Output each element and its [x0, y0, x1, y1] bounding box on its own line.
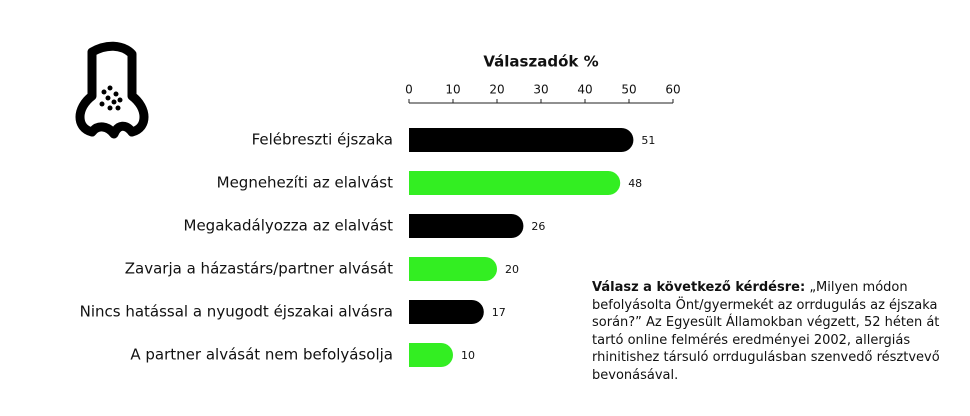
bar — [409, 128, 634, 152]
category-label: Felébreszti éjszaka — [252, 131, 393, 149]
value-label: 51 — [641, 134, 655, 147]
annotation: Válasz a következő kérdésre: „Milyen mód… — [592, 279, 952, 384]
bar — [409, 171, 621, 195]
bar — [409, 343, 453, 367]
bar — [409, 214, 524, 238]
x-tick-label: 60 — [665, 83, 680, 97]
bar — [409, 257, 497, 281]
value-label: 10 — [461, 349, 475, 362]
x-tick-label: 30 — [533, 83, 548, 97]
value-label: 20 — [505, 263, 519, 276]
value-label: 48 — [628, 177, 642, 190]
x-tick-label: 40 — [577, 83, 592, 97]
x-tick-label: 20 — [489, 83, 504, 97]
nose-icon — [75, 41, 149, 139]
axis-title: Válaszadók % — [483, 53, 598, 71]
x-tick-label: 10 — [445, 83, 460, 97]
category-label: Megakadályozza az elalvást — [184, 217, 394, 235]
category-label: Zavarja a házastárs/partner alvását — [125, 260, 393, 278]
annotation-label: Válasz a következő kérdésre: — [592, 280, 806, 295]
value-label: 17 — [492, 306, 506, 319]
x-tick-label: 0 — [405, 83, 413, 97]
x-tick-label: 50 — [621, 83, 636, 97]
bar — [409, 300, 484, 324]
category-label: Nincs hatással a nyugodt éjszakai alvásr… — [80, 303, 393, 321]
nose-particles — [99, 85, 123, 111]
category-label: A partner alvását nem befolyásolja — [130, 346, 393, 364]
value-label: 26 — [531, 220, 545, 233]
annotation-text: „Milyen módon befolyásolta Önt/gyermekét… — [592, 280, 940, 383]
category-label: Megnehezíti az elalvást — [217, 174, 393, 192]
